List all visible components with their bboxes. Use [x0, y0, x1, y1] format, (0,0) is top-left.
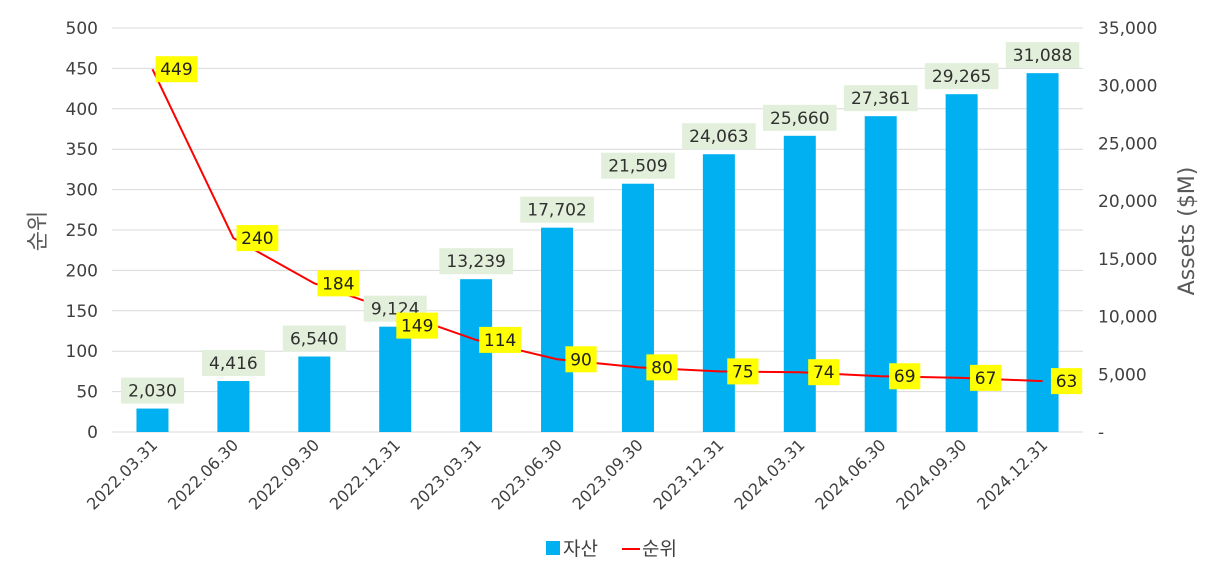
bar — [541, 227, 574, 432]
right-tick-label: - — [1098, 423, 1104, 443]
bar-data-label: 27,361 — [851, 89, 910, 109]
bar — [217, 381, 250, 432]
line-data-label: 114 — [484, 331, 516, 351]
bar — [136, 408, 169, 432]
line-data-label-bg — [727, 358, 759, 385]
bar-data-label: 25,660 — [770, 109, 829, 129]
bar-data-label-bg — [520, 196, 594, 223]
category-tick-label: 2024.09.30 — [892, 435, 970, 513]
line-data-label: 74 — [813, 363, 835, 383]
right-tick-label: 30,000 — [1098, 77, 1157, 97]
bar — [621, 183, 654, 432]
bar-data-label: 29,265 — [932, 67, 991, 87]
legend: 자산 순위 — [546, 538, 677, 560]
line-data-label-bg — [236, 225, 279, 252]
line-data-label: 240 — [241, 229, 273, 249]
bar-data-label-bg — [201, 350, 265, 377]
line-data-label-bg — [317, 270, 360, 297]
category-tick-label: 2023.09.30 — [569, 435, 647, 513]
category-tick-label: 2024.03.31 — [730, 435, 808, 513]
bar-data-label: 6,540 — [290, 330, 339, 350]
left-tick-label: 150 — [66, 302, 98, 322]
line-data-label: 449 — [160, 60, 192, 80]
bar-data-label-bg — [843, 85, 918, 112]
category-tick-label: 2022.03.31 — [83, 435, 161, 513]
bar-data-label: 2,030 — [128, 382, 177, 402]
left-tick-label: 50 — [76, 383, 98, 403]
line-data-label-bg — [808, 359, 840, 386]
right-axis-ticks: - 5,000 10,000 15,000 20,000 25,000 30,000 35,0… — [1098, 19, 1157, 443]
line-data-label-bg — [479, 326, 522, 353]
category-tick-label: 2022.06.30 — [164, 435, 242, 513]
bar — [783, 135, 816, 432]
bar-data-label-bg — [1005, 42, 1080, 69]
left-tick-label: 500 — [66, 19, 98, 39]
line-data-label: 80 — [651, 358, 673, 378]
left-tick-label: 200 — [66, 261, 98, 281]
bar-data-label: 13,239 — [446, 252, 505, 272]
bar-data-label-bg — [282, 325, 346, 352]
line-data-label-bg — [646, 354, 678, 381]
line-data-label-bg — [396, 312, 439, 339]
line-data-label: 67 — [975, 369, 997, 389]
bar — [379, 326, 412, 432]
line-data-label-bg — [1050, 368, 1083, 395]
right-tick-label: 10,000 — [1098, 308, 1157, 328]
right-tick-label: 5,000 — [1098, 365, 1147, 385]
bar-data-label: 31,088 — [1013, 46, 1072, 66]
left-tick-label: 0 — [87, 423, 98, 443]
line-data-label: 184 — [322, 274, 354, 294]
bar — [298, 356, 331, 432]
line-data-label: 63 — [1056, 372, 1078, 392]
legend-label-assets: 자산 — [563, 538, 598, 560]
category-tick-label: 2022.12.31 — [326, 435, 404, 513]
category-tick-label: 2022.09.30 — [245, 435, 323, 513]
left-tick-label: 450 — [66, 59, 98, 79]
left-axis-ticks: 0 50 100 150 200 250 300 350 400 450 500 — [66, 19, 98, 443]
line-data-label-bg — [970, 364, 1002, 391]
bar-data-label: 24,063 — [689, 127, 748, 147]
bar-data-label-bg — [601, 152, 675, 179]
line-data-label: 149 — [401, 317, 433, 337]
category-tick-label: 2023.12.31 — [649, 435, 727, 513]
bar-data-label-bg — [924, 63, 999, 90]
left-tick-label: 250 — [66, 221, 98, 241]
bar-data-labels: 2,0304,4166,5409,12413,23917,70221,50924… — [120, 42, 1080, 404]
bar-data-label: 17,702 — [527, 201, 586, 221]
category-tick-label: 2023.03.31 — [407, 435, 485, 513]
left-tick-label: 300 — [66, 181, 98, 201]
line-data-labels: 449 240 184 149 114 90 80 75 74 69 67 63 — [155, 56, 1083, 395]
left-axis-title: 순위 — [26, 211, 51, 251]
right-tick-label: 20,000 — [1098, 192, 1157, 212]
bar-data-label-bg — [439, 248, 513, 275]
line-data-label: 90 — [570, 350, 592, 370]
line-data-label: 75 — [732, 362, 754, 382]
line-data-label-bg — [565, 346, 597, 373]
bar — [702, 154, 735, 432]
category-tick-label: 2023.06.30 — [488, 435, 566, 513]
category-axis-ticks: 2022.03.31 2022.06.30 2022.09.30 2022.12.31… — [83, 435, 1051, 513]
bar-series-assets — [136, 73, 1059, 433]
left-tick-label: 400 — [66, 100, 98, 120]
bar — [460, 279, 493, 432]
bar-data-label-bg — [682, 123, 756, 150]
legend-label-rank: 순위 — [642, 538, 677, 560]
bar-data-label: 21,509 — [608, 157, 667, 177]
line-data-label-bg — [889, 363, 921, 390]
bar-data-label-bg — [120, 377, 184, 404]
bar-data-label-bg — [762, 104, 837, 131]
bar-data-label: 4,416 — [209, 354, 258, 374]
line-data-label-bg — [155, 56, 198, 83]
legend-swatch-assets — [546, 541, 560, 555]
right-tick-label: 25,000 — [1098, 134, 1157, 154]
left-tick-label: 350 — [66, 140, 98, 160]
right-axis-title: Assets ($M) — [1175, 167, 1200, 296]
right-tick-label: 15,000 — [1098, 250, 1157, 270]
right-tick-label: 35,000 — [1098, 19, 1157, 39]
left-tick-label: 100 — [66, 342, 98, 362]
line-data-label: 69 — [894, 367, 916, 387]
category-tick-label: 2024.06.30 — [811, 435, 889, 513]
category-tick-label: 2024.12.31 — [973, 435, 1051, 513]
